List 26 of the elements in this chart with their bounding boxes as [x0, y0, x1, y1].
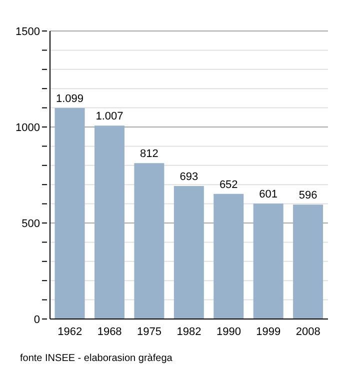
x-tick-label: 1962	[58, 326, 82, 338]
bar	[293, 204, 324, 319]
x-tick-label: 1982	[176, 326, 202, 338]
data-label: 596	[298, 190, 318, 202]
bar	[134, 163, 164, 319]
data-label: 1.099	[56, 92, 84, 105]
data-label: 1.007	[96, 110, 124, 123]
data-label: 601	[259, 188, 278, 201]
data-label: 812	[140, 148, 158, 160]
bar	[214, 194, 244, 319]
bar	[54, 108, 85, 319]
x-tick-label: 2008	[296, 326, 320, 338]
source-note: fonte INSEE - elaborasion gràfega	[20, 353, 174, 364]
bar	[253, 204, 284, 319]
data-label: 652	[219, 178, 238, 191]
y-tick-label: 1500	[16, 26, 40, 38]
data-label: 693	[180, 170, 198, 183]
x-tick-label: 1975	[137, 326, 162, 338]
x-tick-label: 1999	[256, 326, 281, 338]
bar	[174, 186, 204, 319]
y-tick-label: 0	[34, 314, 40, 326]
bar	[94, 126, 124, 319]
x-tick-label: 1990	[216, 326, 241, 338]
x-tick-label: 1968	[97, 326, 122, 338]
y-tick-label: 500	[22, 218, 40, 230]
y-tick-label: 1000	[16, 122, 40, 134]
